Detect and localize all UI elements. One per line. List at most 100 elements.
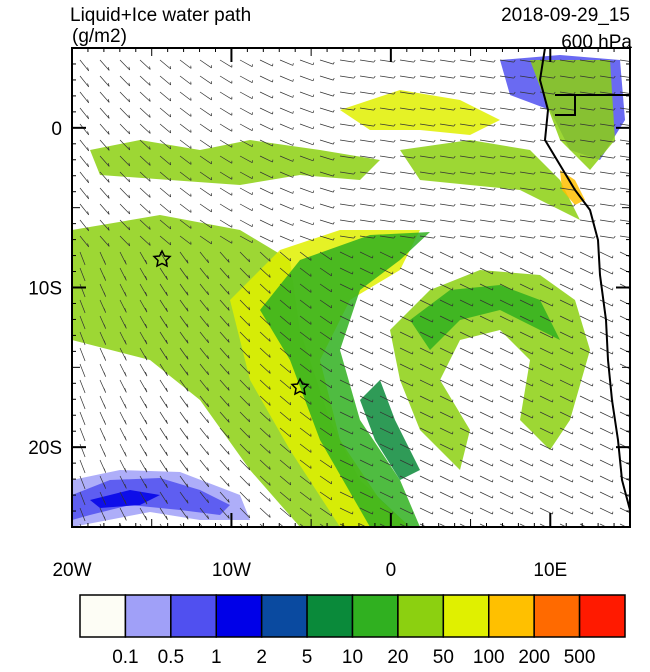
barb (379, 363, 394, 371)
barb (419, 59, 436, 63)
barb (239, 235, 253, 244)
barb (159, 523, 163, 527)
color-box (351, 594, 399, 638)
barb (159, 475, 168, 488)
barb (579, 363, 594, 371)
barb (79, 459, 86, 474)
color-box (397, 594, 445, 638)
barb (319, 187, 335, 193)
barb (279, 219, 294, 226)
barb (499, 267, 514, 275)
barb (559, 283, 574, 291)
barb (559, 171, 576, 175)
barb (459, 107, 476, 111)
barb (299, 507, 312, 517)
barb (439, 91, 456, 95)
barb (239, 187, 253, 196)
barb (219, 267, 230, 279)
barb (479, 379, 494, 387)
barb (499, 363, 514, 371)
barb (579, 459, 594, 467)
barb (119, 107, 131, 119)
barb (239, 475, 251, 487)
barb (99, 395, 107, 409)
barb (559, 459, 574, 467)
barb (359, 139, 376, 143)
barb (179, 235, 192, 245)
barb (119, 59, 131, 71)
barb (179, 155, 192, 165)
barb (539, 75, 556, 79)
barb (459, 75, 476, 79)
barb (519, 379, 534, 387)
barb (479, 171, 496, 175)
barb (339, 443, 354, 451)
barb (139, 203, 151, 214)
barb (519, 491, 534, 499)
barb (279, 411, 292, 422)
barb (119, 187, 131, 199)
barb (359, 91, 376, 95)
barb (119, 315, 127, 329)
units: (g/m2) (72, 26, 127, 47)
barb (579, 331, 594, 339)
barb (299, 123, 315, 130)
barb (619, 59, 630, 62)
barb (79, 59, 90, 72)
x-tick-label: 20W (52, 560, 91, 581)
barb (219, 203, 233, 212)
barb (159, 123, 172, 134)
barb (319, 299, 332, 309)
barb (299, 347, 312, 357)
barb (79, 363, 86, 378)
barb (79, 251, 86, 266)
barb (619, 155, 630, 158)
barb (499, 395, 514, 403)
barb (539, 235, 556, 239)
barb (79, 139, 90, 152)
barb (119, 379, 127, 393)
barb (179, 59, 192, 69)
barb (579, 475, 594, 483)
barb (299, 315, 312, 325)
barb (139, 491, 148, 505)
barb (299, 475, 312, 485)
barb (359, 459, 374, 467)
barb (479, 443, 494, 451)
barb (199, 283, 210, 296)
barb (239, 459, 251, 471)
barb (219, 187, 233, 196)
barb (319, 139, 335, 145)
barb (579, 59, 596, 63)
barb (219, 459, 230, 471)
barb (579, 171, 596, 175)
barb (439, 443, 454, 451)
barb (379, 315, 394, 323)
barb (579, 299, 594, 307)
barb (379, 427, 394, 435)
barb (459, 315, 474, 323)
barb (219, 171, 233, 180)
barb (319, 379, 332, 389)
barb (519, 267, 534, 275)
barb (299, 411, 312, 421)
barb (259, 235, 274, 243)
barb (279, 267, 292, 278)
barb (399, 475, 414, 483)
barb (319, 331, 332, 341)
barb (259, 427, 271, 438)
axes: 20W 10W 0 10E 0 10S 20S (28, 47, 631, 581)
barb (559, 491, 574, 499)
barb (599, 411, 614, 419)
barb (519, 171, 536, 175)
barb (419, 123, 436, 127)
barb (439, 59, 456, 63)
barb (479, 251, 494, 259)
barb (359, 507, 374, 515)
barb (239, 123, 253, 132)
barb (159, 299, 168, 312)
barb (179, 379, 189, 392)
barb (159, 331, 168, 344)
barb (119, 139, 131, 151)
